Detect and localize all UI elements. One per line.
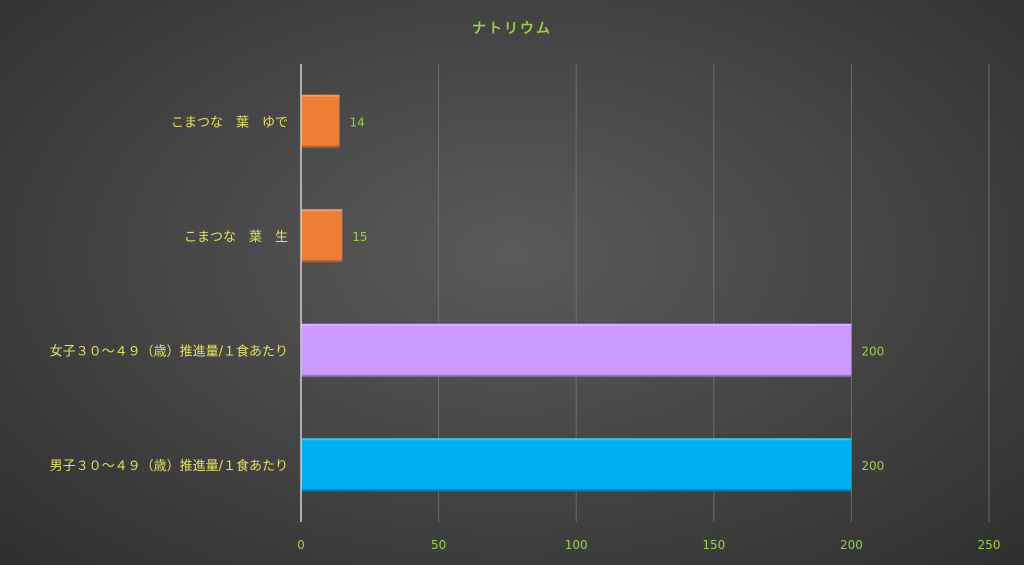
data-label: 200: [861, 344, 884, 358]
chart-title: ナトリウム: [472, 21, 552, 37]
category-label: こまつな 葉 ゆで: [171, 115, 288, 130]
x-tick-label: 100: [565, 538, 588, 552]
category-label: こまつな 葉 生: [184, 230, 288, 245]
x-tick-label: 0: [297, 538, 305, 552]
bar-shade: [301, 260, 343, 263]
x-tick-label: 250: [978, 538, 1001, 552]
bar-shade: [301, 374, 852, 377]
bar-shade: [301, 489, 852, 492]
bar: [301, 209, 343, 263]
bar: [301, 94, 340, 148]
bar: [301, 323, 852, 377]
bar-shade: [301, 145, 340, 148]
bar-highlight: [301, 438, 852, 441]
data-label: 15: [352, 230, 367, 244]
category-label: 女子３０～４９（歳）推進量/１食あたり: [50, 343, 288, 359]
bar-highlight: [301, 209, 343, 212]
bar-highlight: [301, 323, 852, 326]
bar: [301, 438, 852, 492]
data-label: 14: [350, 115, 365, 129]
labels: 0 50 100 150 200 250 こまつな 葉 ゆで 14 こまつな 葉 生 15 女子３０…: [50, 115, 1001, 552]
x-tick-label: 200: [840, 538, 863, 552]
data-label: 200: [861, 459, 884, 473]
x-tick-label: 50: [431, 538, 446, 552]
x-tick-label: 150: [702, 538, 725, 552]
bar-highlight: [301, 94, 340, 97]
bars: [301, 94, 852, 492]
category-label: 男子３０～４９（歳）推進量/１食あたり: [50, 458, 288, 474]
